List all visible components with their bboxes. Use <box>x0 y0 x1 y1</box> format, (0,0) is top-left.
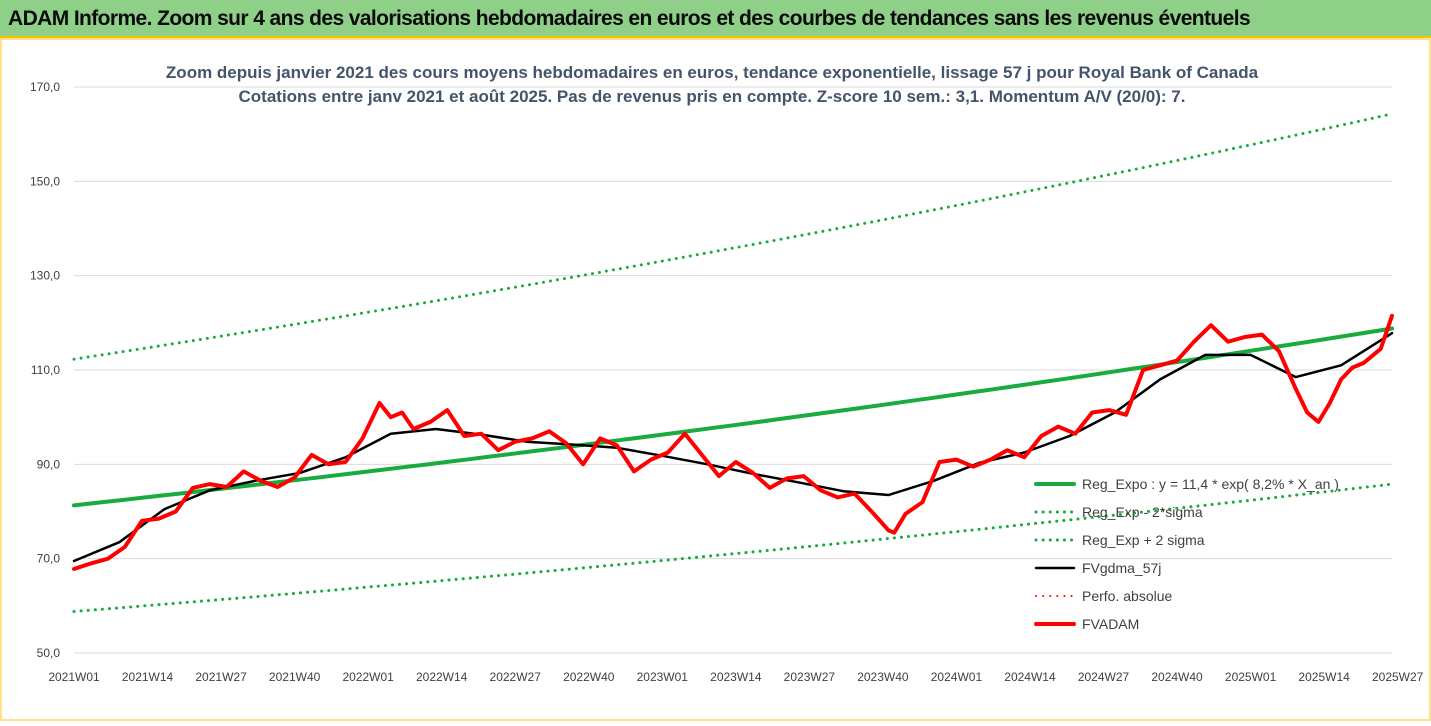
y-tick-label: 70,0 <box>37 552 61 566</box>
x-tick-label: 2023W27 <box>784 670 836 684</box>
x-tick-label: 2025W01 <box>1225 670 1277 684</box>
x-tick-label: 2022W40 <box>563 670 615 684</box>
header-bar: ADAM Informe. Zoom sur 4 ans des valoris… <box>0 0 1431 38</box>
legend-label: Perfo. absolue <box>1082 588 1172 604</box>
x-tick-label: 2023W14 <box>710 670 762 684</box>
legend-label: FVgdma_57j <box>1082 560 1161 576</box>
legend-item-perfo-absolue: Perfo. absolue <box>1035 588 1172 604</box>
legend-item-reg-exp-plus-2sigma: Reg_Exp + 2 sigma <box>1034 532 1205 548</box>
y-axis-ticks: 50,0 70,0 90,0 110,0 130,0 150,0 170,0 <box>30 80 60 660</box>
x-tick-label: 2024W27 <box>1078 670 1130 684</box>
x-tick-label: 2021W14 <box>122 670 174 684</box>
y-tick-label: 150,0 <box>30 174 60 188</box>
y-tick-label: 170,0 <box>30 80 60 94</box>
fvadam-line <box>72 313 1394 571</box>
regression-plus-2sigma-line <box>72 112 1394 361</box>
x-tick-label: 2022W27 <box>490 670 542 684</box>
x-tick-label: 2023W40 <box>857 670 909 684</box>
chart-title-line-2: Cotations entre janv 2021 et août 2025. … <box>239 87 1186 106</box>
legend-label: Reg_Exp + 2 sigma <box>1082 532 1205 548</box>
series-lines <box>72 112 1394 613</box>
x-axis-ticks: 2021W01 2021W14 2021W27 2021W40 2022W01 2022W… <box>48 670 1423 684</box>
chart-svg: Zoom depuis janvier 2021 des cours moyen… <box>0 38 1431 721</box>
y-tick-label: 50,0 <box>37 646 61 660</box>
y-tick-label: 110,0 <box>31 363 60 377</box>
y-tick-label: 130,0 <box>30 269 60 283</box>
x-tick-label: 2022W14 <box>416 670 468 684</box>
x-tick-label: 2024W40 <box>1151 670 1203 684</box>
legend-label: Reg_Exp - 2*sigma <box>1082 504 1203 520</box>
x-tick-label: 2024W01 <box>931 670 983 684</box>
legend-item-reg-exp-minus-2sigma: Reg_Exp - 2*sigma <box>1034 504 1203 520</box>
chart-frame: Zoom depuis janvier 2021 des cours moyen… <box>0 38 1431 721</box>
regression-minus-2sigma-line <box>72 482 1394 613</box>
legend-label: Reg_Expo : y = 11,4 * exp( 8,2% * X_an ) <box>1082 476 1339 492</box>
chart-title-line-1: Zoom depuis janvier 2021 des cours moyen… <box>166 63 1259 82</box>
report-title: ADAM Informe. Zoom sur 4 ans des valoris… <box>8 7 1251 30</box>
y-tick-label: 90,0 <box>37 457 61 471</box>
x-tick-label: 2021W27 <box>195 670 247 684</box>
x-tick-label: 2025W14 <box>1298 670 1350 684</box>
x-tick-label: 2022W01 <box>342 670 394 684</box>
x-tick-label: 2023W01 <box>637 670 689 684</box>
legend-item-reg-expo: Reg_Expo : y = 11,4 * exp( 8,2% * X_an ) <box>1034 476 1339 492</box>
legend: Reg_Expo : y = 11,4 * exp( 8,2% * X_an )… <box>1034 476 1339 632</box>
x-tick-label: 2025W27 <box>1372 670 1424 684</box>
legend-label: FVADAM <box>1082 616 1139 632</box>
x-tick-label: 2024W14 <box>1004 670 1056 684</box>
legend-item-fvgdma-57j: FVgdma_57j <box>1034 560 1161 576</box>
chart-border <box>0 38 1431 721</box>
x-tick-label: 2021W01 <box>48 670 100 684</box>
legend-item-fvadam: FVADAM <box>1034 616 1139 632</box>
x-tick-label: 2021W40 <box>269 670 321 684</box>
